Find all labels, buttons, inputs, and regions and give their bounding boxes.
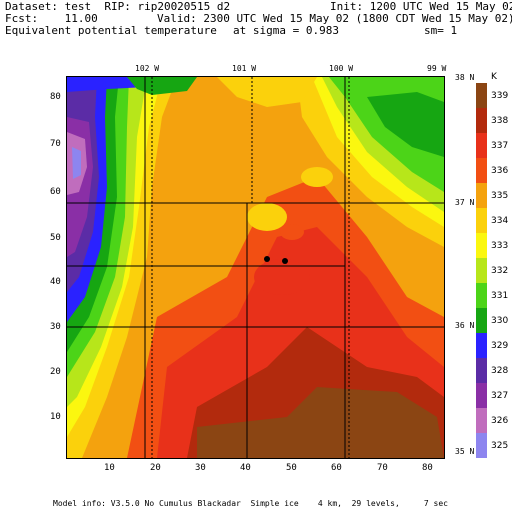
x-tick-10: 10	[104, 463, 115, 473]
colorbar-label-327: 327	[491, 391, 509, 401]
contour-field	[67, 77, 444, 458]
colorbar-label-339: 339	[491, 91, 509, 101]
colorbar-swatch-326	[476, 408, 487, 433]
colorbar-label-334: 334	[491, 216, 509, 226]
lat-tick-35: 35 N	[455, 447, 475, 456]
colorbar-label-331: 331	[491, 291, 509, 301]
x-tick-30: 30	[195, 463, 206, 473]
patch-334-a	[247, 203, 287, 231]
colorbar-label-333: 333	[491, 241, 509, 251]
init-time-label: Init: 1200 UTC Wed 15 May 02	[330, 0, 512, 13]
colorbar-swatch-328	[476, 358, 487, 383]
valid-time-label: Valid: 2300 UTC Wed 15 May 02 (1800 CDT …	[157, 12, 512, 25]
colorbar-label-330: 330	[491, 316, 509, 326]
colorbar-unit: K	[491, 72, 497, 82]
colorbar-label-335: 335	[491, 191, 509, 201]
colorbar-swatch-339	[476, 83, 487, 108]
lat-tick-37: 37 N	[455, 198, 475, 207]
station-dot-2	[282, 258, 288, 264]
dataset-label: Dataset: test RIP: rip20020515 d2	[5, 0, 231, 13]
colorbar-label-337: 337	[491, 141, 509, 151]
fill-334-north	[217, 77, 317, 107]
y-tick-10: 10	[50, 412, 61, 422]
colorbar-label-332: 332	[491, 266, 509, 276]
y-tick-60: 60	[50, 187, 61, 197]
x-tick-20: 20	[150, 463, 161, 473]
forecast-label: Fcst: 11.00	[5, 12, 98, 25]
colorbar-swatch-336	[476, 158, 487, 183]
colorbar-swatch-331	[476, 283, 487, 308]
model-info-footer: Model info: V3.5.0 No Cumulus Blackadar …	[53, 499, 448, 508]
colorbar-swatch-329	[476, 333, 487, 358]
smoothing-label: sm= 1	[424, 24, 458, 37]
x-tick-40: 40	[240, 463, 251, 473]
lon-tick-99: 99 W	[427, 64, 447, 73]
colorbar-swatch-325	[476, 433, 487, 458]
y-tick-50: 50	[50, 233, 61, 243]
colorbar-swatch-330	[476, 308, 487, 333]
station-dot-1	[264, 256, 270, 262]
sigma-label: at sigma = 0.983	[233, 24, 339, 37]
colorbar-label-336: 336	[491, 166, 509, 176]
colorbar-swatch-334	[476, 208, 487, 233]
colorbar-label-338: 338	[491, 116, 509, 126]
patch-336-a	[280, 224, 304, 240]
colorbar-swatch-338	[476, 108, 487, 133]
colorbar-label-326: 326	[491, 416, 509, 426]
graticule-lines	[67, 77, 444, 458]
x-tick-70: 70	[377, 463, 388, 473]
y-tick-40: 40	[50, 277, 61, 287]
theta-e-map	[66, 76, 445, 459]
lon-tick-101: 101 W	[232, 64, 257, 73]
patch-334-b	[301, 167, 333, 187]
colorbar-swatch-335	[476, 183, 487, 208]
colorbar-label-328: 328	[491, 366, 509, 376]
boundary-lines	[67, 77, 444, 458]
lon-tick-100: 100 W	[329, 64, 354, 73]
lat-tick-38: 38 N	[455, 73, 475, 82]
colorbar-swatch-332	[476, 258, 487, 283]
field-title: Equivalent potential temperature	[5, 24, 217, 37]
lat-tick-36: 36 N	[455, 321, 475, 330]
colorbar-swatch-337	[476, 133, 487, 158]
x-tick-50: 50	[286, 463, 297, 473]
fill-339-south	[197, 387, 444, 458]
patch-337-a	[254, 259, 310, 295]
y-tick-80: 80	[50, 92, 61, 102]
x-tick-60: 60	[331, 463, 342, 473]
fill-325-west	[72, 147, 81, 179]
colorbar-swatch-333	[476, 233, 487, 258]
y-tick-70: 70	[50, 139, 61, 149]
y-tick-20: 20	[50, 367, 61, 377]
y-tick-30: 30	[50, 322, 61, 332]
lon-tick-102: 102 W	[135, 64, 160, 73]
fill-330-ne	[367, 92, 444, 157]
colorbar-label-325: 325	[491, 441, 509, 451]
colorbar-label-329: 329	[491, 341, 509, 351]
x-tick-80: 80	[422, 463, 433, 473]
colorbar-swatch-327	[476, 383, 487, 408]
